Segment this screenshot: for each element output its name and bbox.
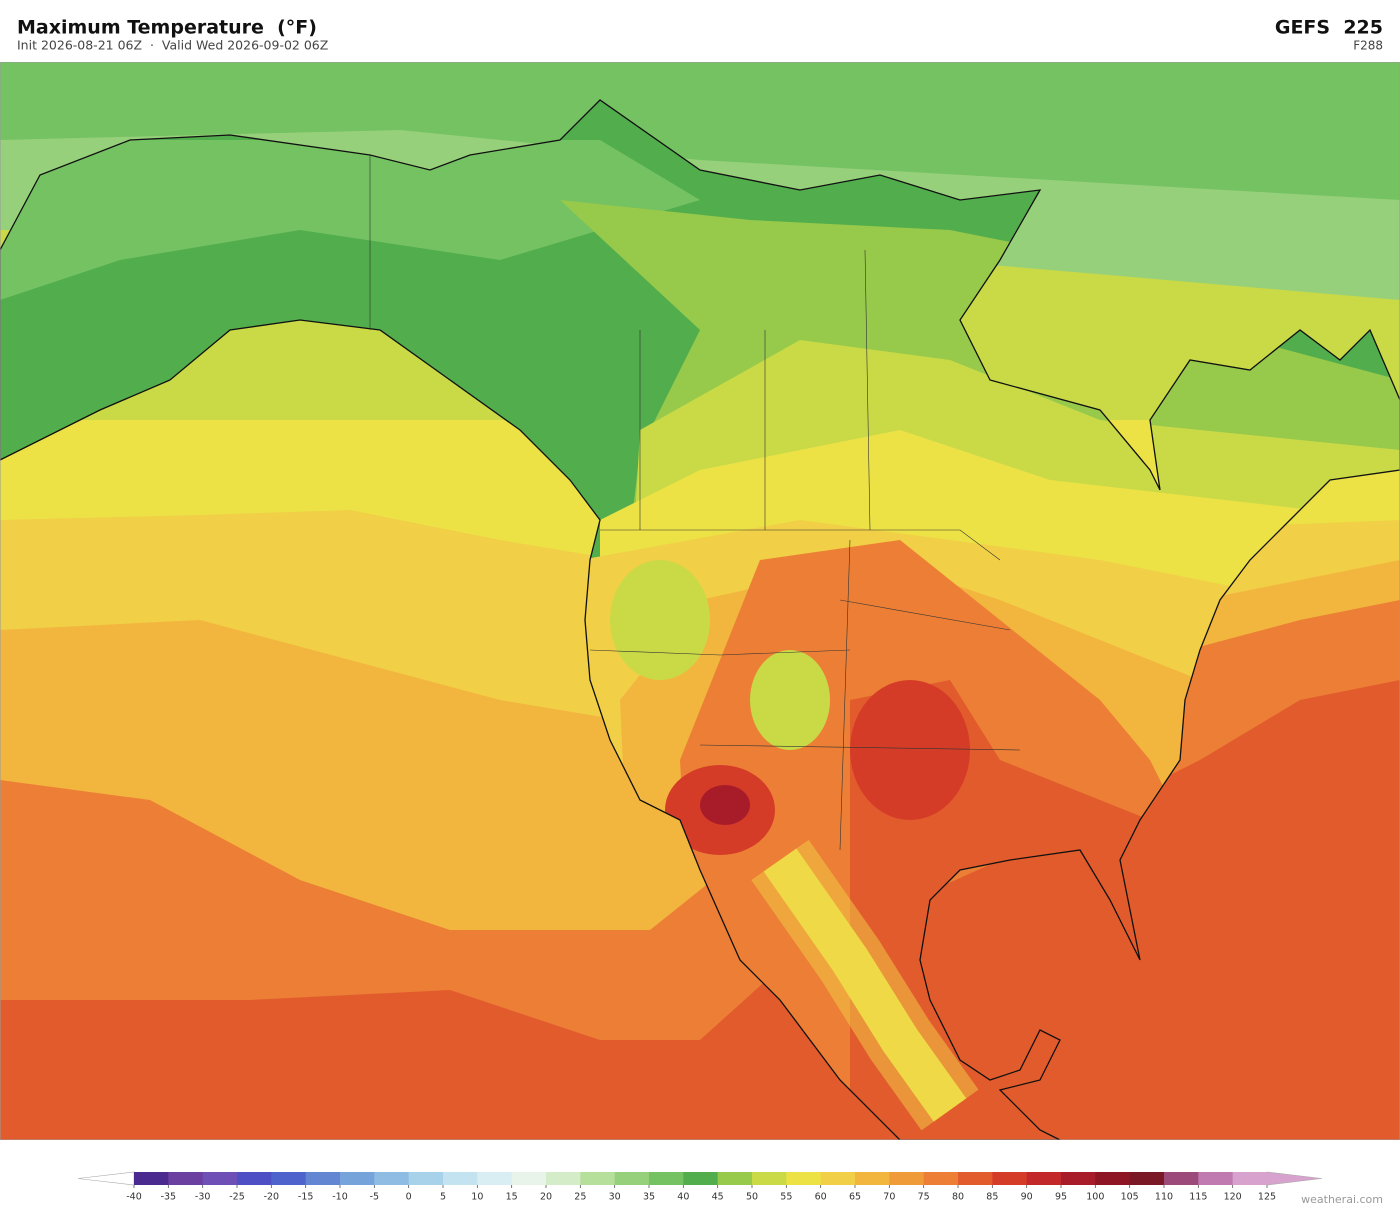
colorbar-tick-label: 30 bbox=[609, 1192, 621, 1203]
colorbar-tick-label: -10 bbox=[332, 1192, 348, 1203]
colorbar-over bbox=[1266, 1171, 1323, 1186]
colorbar-swatch bbox=[374, 1172, 410, 1185]
colorbar-tick-label: -15 bbox=[298, 1192, 314, 1203]
colorbar-swatch bbox=[237, 1172, 272, 1185]
model: GEFS 225 bbox=[1275, 17, 1383, 39]
colorbar-tick-label: 10 bbox=[471, 1192, 483, 1203]
colorbar-swatch bbox=[614, 1172, 650, 1185]
colorbar-tick-label: 85 bbox=[986, 1192, 998, 1203]
colorbar-tick-label: 65 bbox=[849, 1192, 861, 1203]
colorbar-swatch bbox=[1164, 1172, 1199, 1185]
colorbar-swatch bbox=[546, 1172, 581, 1185]
colorbar-tick-label: 95 bbox=[1055, 1192, 1067, 1203]
colorbar-swatch bbox=[752, 1172, 787, 1185]
colorbar-swatch bbox=[408, 1172, 444, 1185]
forecast-hour: F288 bbox=[1353, 39, 1383, 53]
colorbar-tick-label: -25 bbox=[229, 1192, 245, 1203]
colorbar-tick-label: -35 bbox=[161, 1192, 177, 1203]
colorbar-swatch bbox=[786, 1172, 822, 1185]
colorbar-tick-label: 120 bbox=[1224, 1192, 1242, 1203]
colorbar-swatch bbox=[134, 1172, 169, 1185]
colorbar-swatch bbox=[889, 1172, 925, 1185]
credit: weatherai.com bbox=[1301, 1193, 1383, 1206]
colorbar-swatch bbox=[992, 1172, 1028, 1185]
colorbar-swatch bbox=[511, 1172, 547, 1185]
colorbar-swatch bbox=[923, 1172, 959, 1185]
colorbar-tick-label: -30 bbox=[195, 1192, 211, 1203]
colorbar-tick-label: 35 bbox=[643, 1192, 655, 1203]
colorbar-swatch bbox=[958, 1172, 993, 1185]
colorbar-under bbox=[77, 1171, 135, 1186]
colorbar-tick-label: 50 bbox=[746, 1192, 758, 1203]
colorbar-swatch bbox=[305, 1172, 341, 1185]
colorbar-swatch bbox=[202, 1172, 238, 1185]
colorbar-swatch bbox=[1026, 1172, 1062, 1185]
colorbar: -40 -35 -30 -25 -20 -15 -10 -5 0 5 10 15 20 25 30 35 40 4… bbox=[77, 1171, 1323, 1203]
colorbar-tick-label: 75 bbox=[918, 1192, 930, 1203]
colorbar-tick-label: 70 bbox=[883, 1192, 895, 1203]
colorbar-tick-label: 55 bbox=[780, 1192, 792, 1203]
colorbar-swatch bbox=[443, 1172, 478, 1185]
colorbar-tick-label: 90 bbox=[1021, 1192, 1033, 1203]
colorbar-tick-label: 125 bbox=[1258, 1192, 1276, 1203]
colorbar-tick-label: 25 bbox=[574, 1192, 586, 1203]
colorbar-tick-label: 60 bbox=[815, 1192, 827, 1203]
colorbar-swatch bbox=[1198, 1172, 1234, 1185]
colorbar-swatch bbox=[717, 1172, 753, 1185]
map bbox=[0, 62, 1400, 1140]
colorbar-swatch bbox=[477, 1172, 513, 1185]
colorbar-swatch bbox=[580, 1172, 616, 1185]
colorbar-tick-label: 0 bbox=[406, 1192, 412, 1203]
colorbar-tick-label: -5 bbox=[370, 1192, 379, 1203]
colorbar-swatch bbox=[820, 1172, 856, 1185]
colorbar-tick-label: 20 bbox=[540, 1192, 552, 1203]
colorbar-tick-label: 115 bbox=[1189, 1192, 1207, 1203]
colorbar-swatch bbox=[168, 1172, 204, 1185]
colorbar-tick-label: 110 bbox=[1155, 1192, 1173, 1203]
colorbar-swatch bbox=[1232, 1172, 1268, 1185]
colorbar-swatch bbox=[1061, 1172, 1096, 1185]
colorbar-swatch bbox=[683, 1172, 719, 1185]
colorbar-tick-label: 45 bbox=[712, 1192, 724, 1203]
colorbar-tick-label: -40 bbox=[126, 1192, 142, 1203]
colorbar-tick-label: 15 bbox=[506, 1192, 518, 1203]
colorbar-tick-label: -20 bbox=[264, 1192, 280, 1203]
colorbar-swatch bbox=[855, 1172, 890, 1185]
subtitle: Init 2026-08-21 06Z · Valid Wed 2026-09-… bbox=[17, 38, 328, 53]
title: Maximum Temperature (°F) bbox=[17, 17, 317, 39]
colorbar-tick-label: 80 bbox=[952, 1192, 964, 1203]
colorbar-swatch bbox=[340, 1172, 375, 1185]
colorbar-tick-label: 100 bbox=[1086, 1192, 1104, 1203]
colorbar-swatch bbox=[271, 1172, 307, 1185]
colorbar-tick-label: 40 bbox=[677, 1192, 689, 1203]
colorbar-tick-label: 5 bbox=[440, 1192, 446, 1203]
colorbar-swatch bbox=[649, 1172, 684, 1185]
colorbar-tick-label: 105 bbox=[1121, 1192, 1139, 1203]
colorbar-swatch bbox=[1129, 1172, 1165, 1185]
colorbar-swatch bbox=[1095, 1172, 1131, 1185]
